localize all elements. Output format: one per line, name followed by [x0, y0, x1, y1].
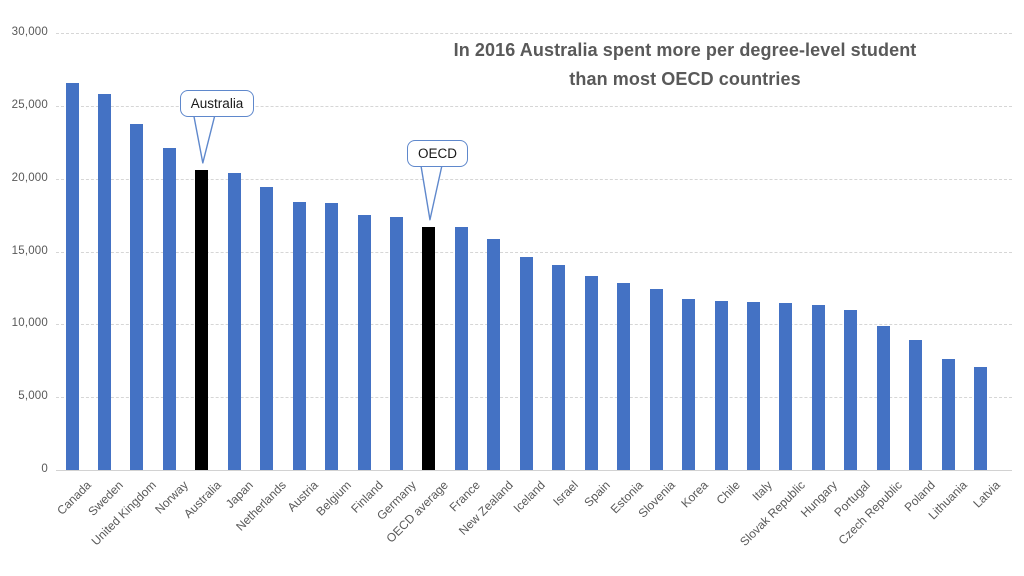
bar-israel	[552, 265, 566, 470]
bar-finland	[357, 215, 371, 470]
bar-italy	[746, 301, 760, 470]
callout-tail-oecd-average	[420, 165, 443, 221]
bar-chile	[714, 301, 728, 470]
bar-belgium	[325, 202, 339, 470]
chart-title: In 2016 Australia spent more per degree-…	[352, 36, 1018, 94]
bar-norway	[162, 148, 176, 470]
y-tick-label-25000: 25,000	[11, 98, 48, 111]
x-axis-line	[56, 470, 1012, 471]
bar-lithuania	[941, 358, 955, 470]
bar-australia	[195, 169, 209, 470]
gridline-10000	[56, 324, 1012, 326]
callout-australia: Australia	[179, 90, 255, 117]
gridline-15000	[56, 251, 1012, 253]
y-tick-label-30000: 30,000	[11, 26, 48, 38]
bar-germany	[390, 216, 403, 470]
chart-title-line2: than most OECD countries	[569, 69, 801, 89]
bar-korea	[682, 298, 696, 470]
bar-canada	[65, 82, 79, 470]
bar-japan	[227, 172, 241, 470]
bar-slovenia	[649, 288, 663, 470]
y-tick-label-0: 0	[41, 463, 48, 475]
bar-iceland	[519, 257, 533, 470]
gridline-30000	[56, 33, 1012, 34]
callout-oecd-label: OECD	[417, 146, 457, 161]
callout-australia-label: Australia	[190, 96, 244, 111]
gridline-20000	[56, 178, 1012, 180]
bar-france	[454, 227, 468, 470]
callout-oecd: OECD	[406, 140, 468, 167]
bar-new-zealand	[487, 239, 501, 470]
bar-united-kingdom	[130, 124, 144, 470]
bar-czech-republic	[876, 325, 890, 470]
bar-latvia	[974, 367, 988, 470]
bar-poland	[909, 339, 923, 470]
chart-title-line1: In 2016 Australia spent more per degree-…	[453, 40, 917, 60]
gridline-25000	[56, 105, 1012, 107]
y-tick-label-15000: 15,000	[11, 244, 48, 257]
bar-spain	[584, 275, 598, 470]
bar-oecd-average	[422, 226, 436, 470]
bar-estonia	[617, 282, 631, 470]
bar-portugal	[844, 309, 858, 470]
callout-tail-australia	[193, 115, 216, 164]
bar-netherlands	[260, 186, 274, 470]
bar-slovak-republic	[779, 303, 793, 470]
bar-hungary	[811, 304, 825, 470]
gridline-5000	[56, 397, 1012, 399]
y-tick-label-20000: 20,000	[11, 171, 48, 184]
y-tick-label-10000: 10,000	[11, 317, 48, 330]
bar-sweden	[97, 94, 111, 470]
y-tick-label-5000: 5,000	[18, 390, 48, 403]
bar-austria	[292, 201, 306, 470]
